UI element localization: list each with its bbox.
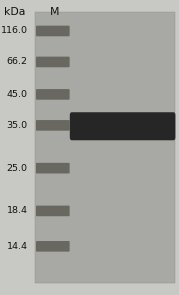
Text: 25.0: 25.0 (7, 164, 28, 173)
FancyBboxPatch shape (36, 57, 70, 67)
Text: kDa: kDa (4, 7, 25, 17)
FancyBboxPatch shape (70, 112, 175, 140)
Text: 35.0: 35.0 (7, 121, 28, 130)
Text: 66.2: 66.2 (7, 58, 28, 66)
Text: 45.0: 45.0 (7, 90, 28, 99)
Text: 18.4: 18.4 (7, 206, 28, 215)
Text: 116.0: 116.0 (1, 27, 28, 35)
FancyBboxPatch shape (36, 241, 70, 252)
FancyBboxPatch shape (36, 206, 70, 216)
FancyBboxPatch shape (36, 163, 70, 173)
FancyBboxPatch shape (36, 26, 70, 36)
FancyBboxPatch shape (36, 120, 70, 131)
FancyBboxPatch shape (36, 89, 70, 100)
Text: 14.4: 14.4 (7, 242, 28, 251)
Text: M: M (50, 7, 59, 17)
Bar (35, 12, 175, 283)
